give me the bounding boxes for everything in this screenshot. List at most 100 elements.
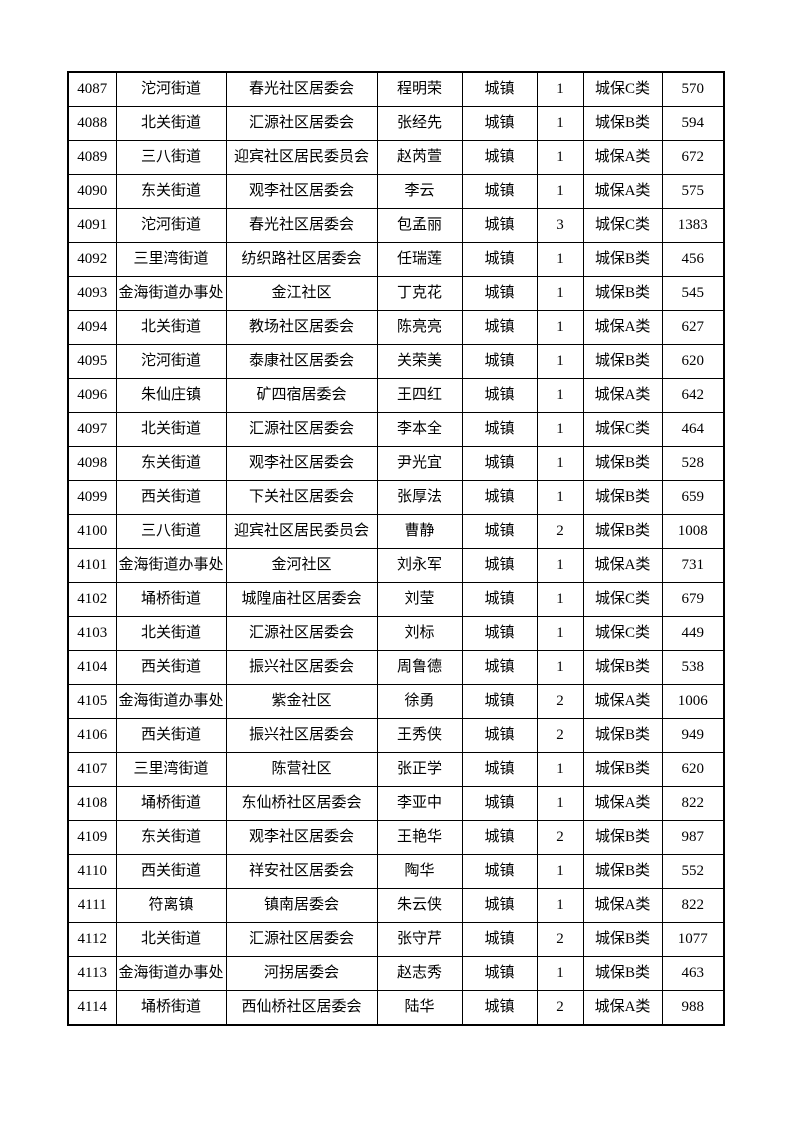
cell-amount: 1008 [661,514,725,549]
cell-person-count: 1 [536,548,584,583]
cell-household-type: 城镇 [461,820,538,855]
cell-subsidy-category: 城保B类 [582,718,663,753]
cell-person-count: 2 [536,514,584,549]
cell-person-name: 尹光宜 [376,446,463,481]
cell-person-name: 张守芹 [376,922,463,957]
cell-person-name: 陈亮亮 [376,310,463,345]
cell-person-name: 王秀侠 [376,718,463,753]
cell-street-office: 朱仙庄镇 [115,378,227,413]
cell-subsidy-category: 城保B类 [582,922,663,957]
table-row: 4090 东关街道 观李社区居委会 李云 城镇 1 城保A类 575 [67,174,725,209]
cell-person-count: 1 [536,276,584,311]
cell-person-name: 任瑞莲 [376,242,463,277]
cell-person-name: 王艳华 [376,820,463,855]
cell-household-type: 城镇 [461,310,538,345]
cell-household-type: 城镇 [461,650,538,685]
cell-person-count: 2 [536,718,584,753]
cell-person-count: 1 [536,752,584,787]
cell-household-type: 城镇 [461,548,538,583]
cell-street-office: 北关街道 [115,922,227,957]
table-row: 4097 北关街道 汇源社区居委会 李本全 城镇 1 城保C类 464 [67,412,725,447]
cell-sequence-number: 4108 [67,786,117,821]
cell-community-committee: 春光社区居委会 [225,71,378,107]
cell-community-committee: 祥安社区居委会 [225,854,378,889]
table-row: 4087 沱河街道 春光社区居委会 程明荣 城镇 1 城保C类 570 [67,71,725,107]
cell-person-name: 程明荣 [376,71,463,107]
cell-sequence-number: 4098 [67,446,117,481]
cell-street-office: 北关街道 [115,616,227,651]
cell-community-committee: 汇源社区居委会 [225,412,378,447]
table-row: 4107 三里湾街道 陈营社区 张正学 城镇 1 城保B类 620 [67,752,725,787]
cell-person-name: 刘永军 [376,548,463,583]
cell-community-committee: 金江社区 [225,276,378,311]
cell-sequence-number: 4102 [67,582,117,617]
cell-sequence-number: 4110 [67,854,117,889]
cell-subsidy-category: 城保B类 [582,106,663,141]
table-row: 4102 埇桥街道 城隍庙社区居委会 刘莹 城镇 1 城保C类 679 [67,582,725,617]
cell-household-type: 城镇 [461,956,538,991]
cell-amount: 1077 [661,922,725,957]
table-row: 4103 北关街道 汇源社区居委会 刘标 城镇 1 城保C类 449 [67,616,725,651]
cell-person-name: 关荣美 [376,344,463,379]
cell-subsidy-category: 城保C类 [582,582,663,617]
cell-community-committee: 教场社区居委会 [225,310,378,345]
table-row: 4088 北关街道 汇源社区居委会 张经先 城镇 1 城保B类 594 [67,106,725,141]
cell-amount: 449 [661,616,725,651]
cell-person-name: 李本全 [376,412,463,447]
cell-sequence-number: 4093 [67,276,117,311]
cell-subsidy-category: 城保B类 [582,446,663,481]
cell-subsidy-category: 城保B类 [582,480,663,515]
cell-amount: 731 [661,548,725,583]
cell-sequence-number: 4104 [67,650,117,685]
cell-sequence-number: 4095 [67,344,117,379]
cell-street-office: 沱河街道 [115,344,227,379]
cell-person-name: 赵芮萱 [376,140,463,175]
cell-street-office: 沱河街道 [115,208,227,243]
table-row: 4096 朱仙庄镇 矿四宿居委会 王四红 城镇 1 城保A类 642 [67,378,725,413]
cell-amount: 594 [661,106,725,141]
table-body: 4087 沱河街道 春光社区居委会 程明荣 城镇 1 城保C类 570 4088… [67,71,725,1026]
cell-street-office: 埇桥街道 [115,582,227,617]
cell-person-name: 张厚法 [376,480,463,515]
cell-community-committee: 振兴社区居委会 [225,718,378,753]
cell-street-office: 西关街道 [115,718,227,753]
cell-person-count: 1 [536,446,584,481]
cell-sequence-number: 4109 [67,820,117,855]
cell-street-office: 西关街道 [115,854,227,889]
cell-sequence-number: 4111 [67,888,117,923]
cell-amount: 627 [661,310,725,345]
cell-sequence-number: 4088 [67,106,117,141]
table-row: 4094 北关街道 教场社区居委会 陈亮亮 城镇 1 城保A类 627 [67,310,725,345]
cell-street-office: 北关街道 [115,310,227,345]
cell-person-count: 1 [536,106,584,141]
cell-sequence-number: 4105 [67,684,117,719]
cell-community-committee: 泰康社区居委会 [225,344,378,379]
cell-household-type: 城镇 [461,412,538,447]
cell-person-count: 1 [536,310,584,345]
cell-household-type: 城镇 [461,990,538,1026]
cell-household-type: 城镇 [461,446,538,481]
cell-community-committee: 观李社区居委会 [225,174,378,209]
cell-household-type: 城镇 [461,276,538,311]
cell-sequence-number: 4096 [67,378,117,413]
table-row: 4105 金海街道办事处 紫金社区 徐勇 城镇 2 城保A类 1006 [67,684,725,719]
cell-street-office: 金海街道办事处 [115,276,227,311]
cell-subsidy-category: 城保B类 [582,820,663,855]
cell-person-name: 王四红 [376,378,463,413]
cell-household-type: 城镇 [461,480,538,515]
cell-person-count: 1 [536,888,584,923]
cell-household-type: 城镇 [461,174,538,209]
cell-amount: 1383 [661,208,725,243]
cell-subsidy-category: 城保A类 [582,140,663,175]
cell-household-type: 城镇 [461,242,538,277]
table-row: 4095 沱河街道 泰康社区居委会 关荣美 城镇 1 城保B类 620 [67,344,725,379]
cell-amount: 575 [661,174,725,209]
table-row: 4108 埇桥街道 东仙桥社区居委会 李亚中 城镇 1 城保A类 822 [67,786,725,821]
cell-sequence-number: 4107 [67,752,117,787]
cell-sequence-number: 4099 [67,480,117,515]
cell-person-count: 2 [536,820,584,855]
cell-person-name: 刘莹 [376,582,463,617]
cell-community-committee: 观李社区居委会 [225,446,378,481]
cell-household-type: 城镇 [461,514,538,549]
table-row: 4100 三八街道 迎宾社区居民委员会 曹静 城镇 2 城保B类 1008 [67,514,725,549]
